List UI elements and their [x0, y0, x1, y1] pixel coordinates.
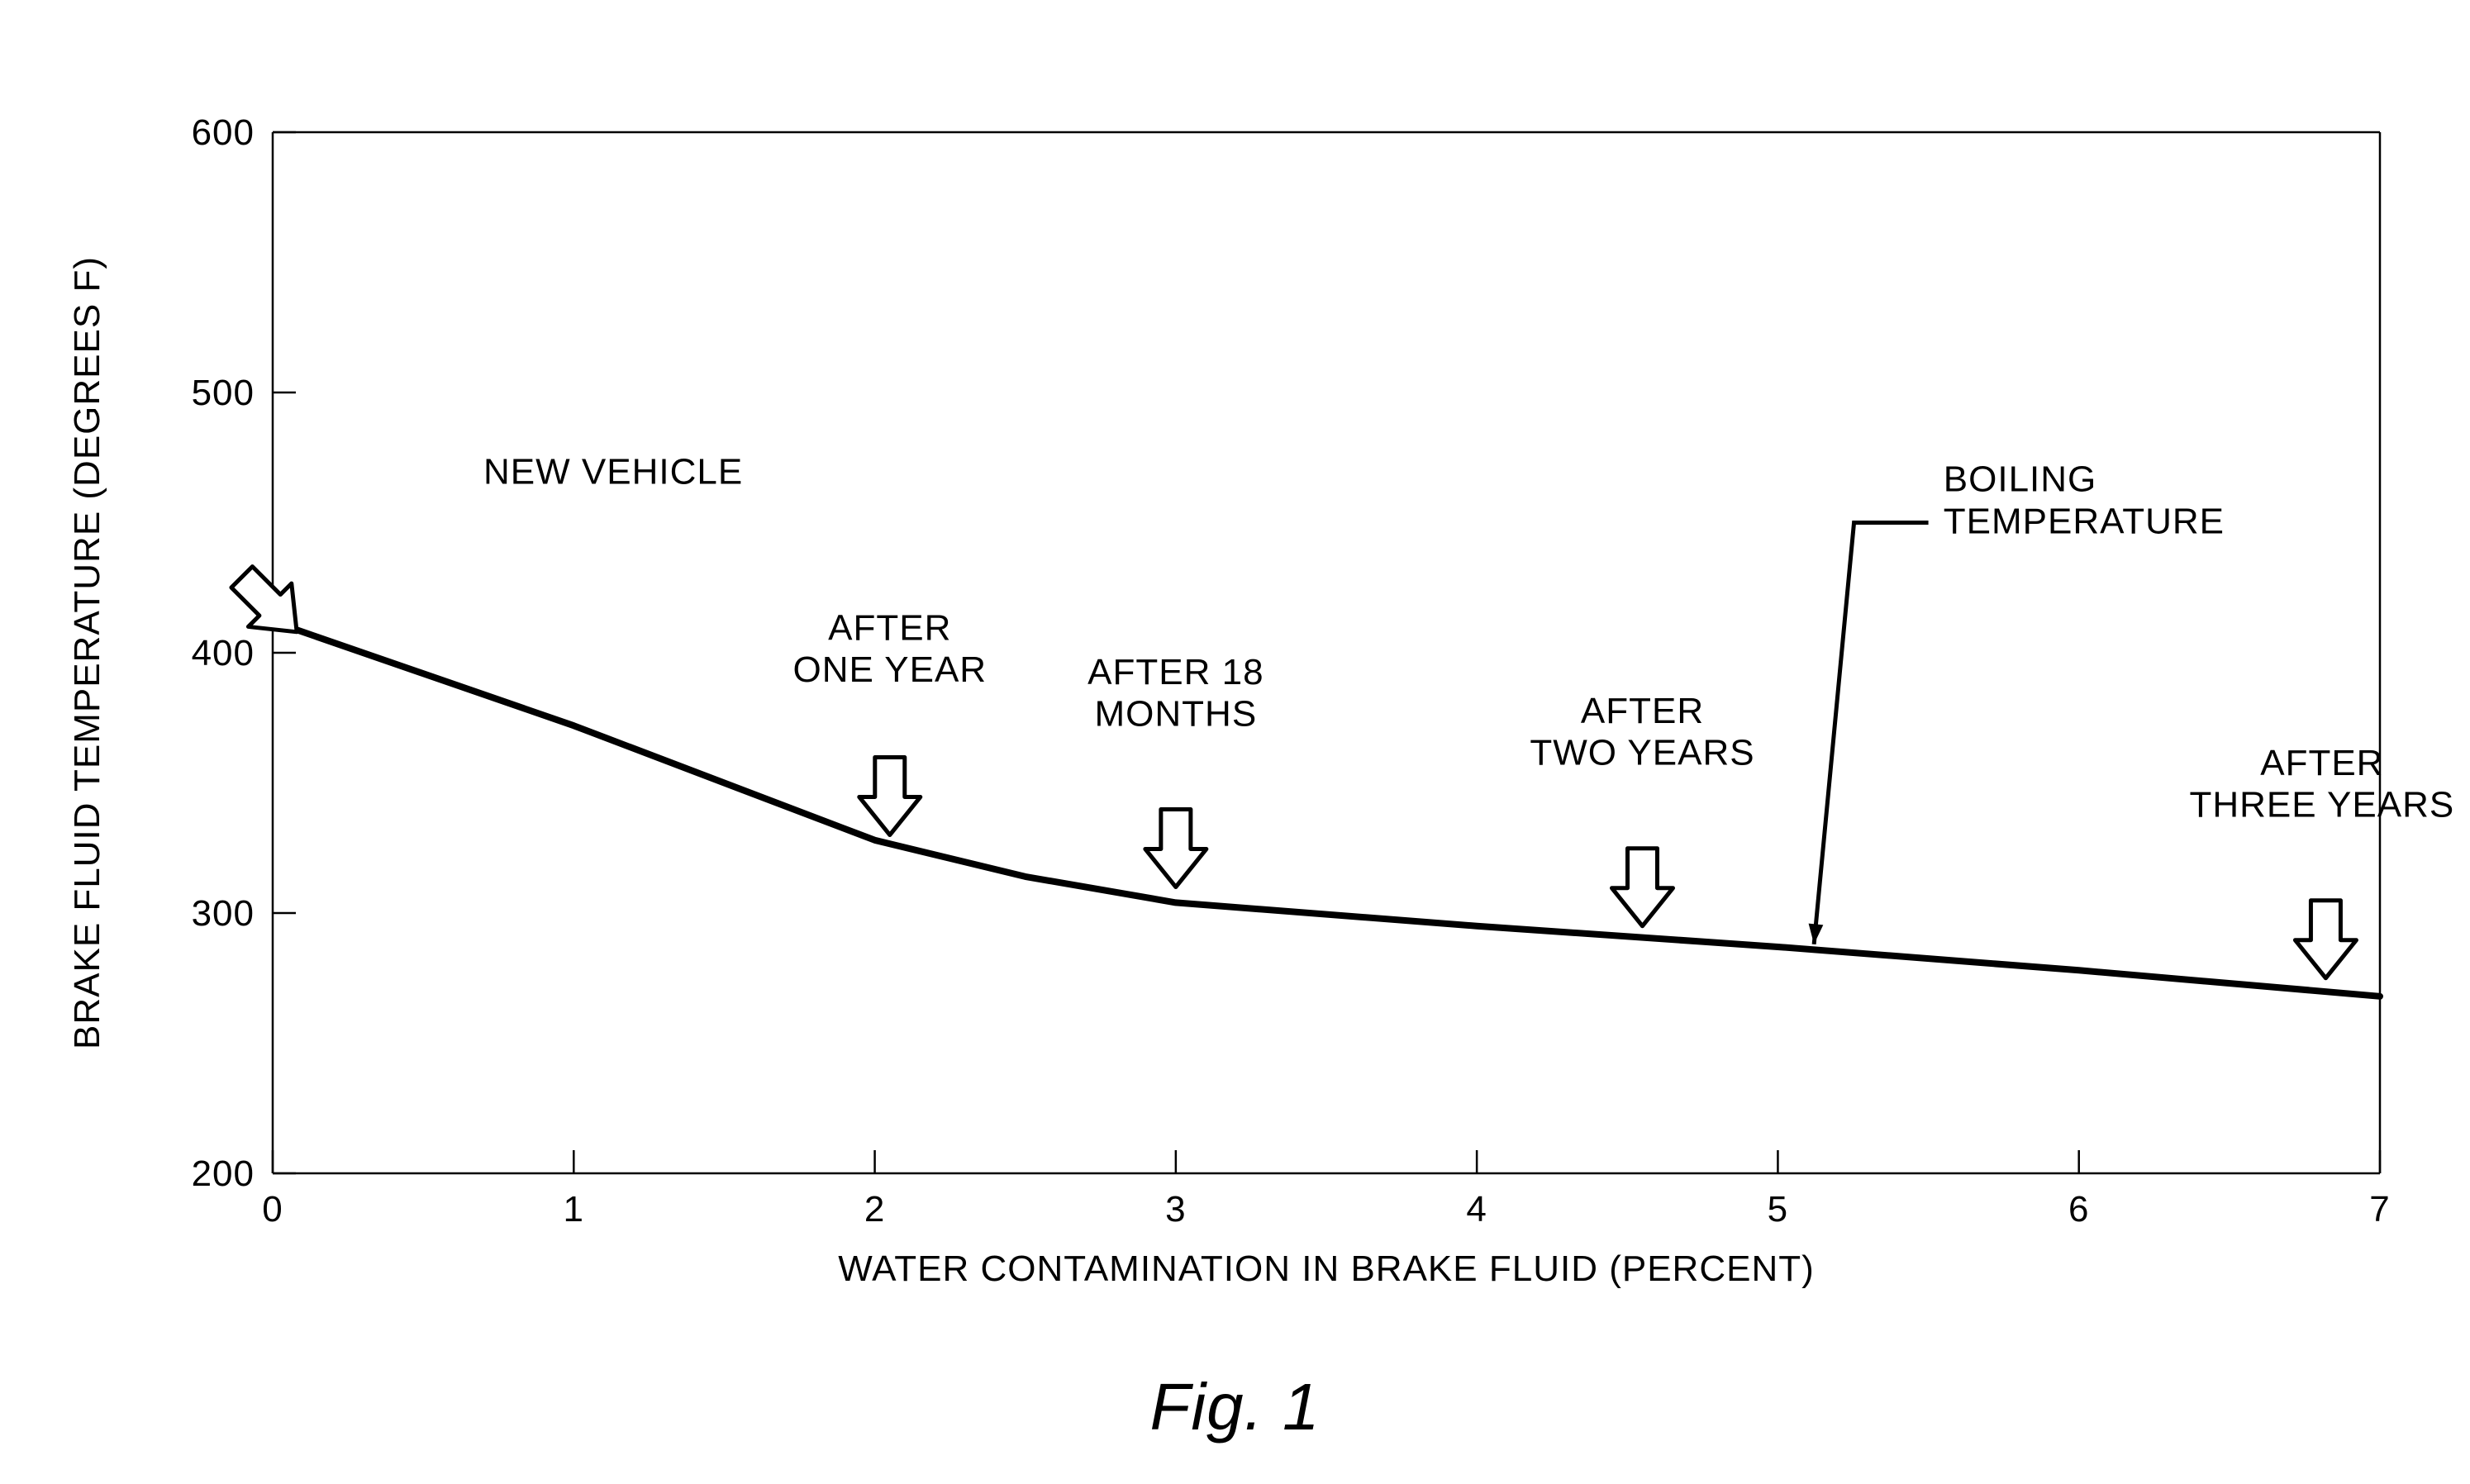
- boiling-temperature-label-line: BOILING: [1944, 459, 2097, 500]
- x-tick-label: 5: [1768, 1189, 1788, 1230]
- y-tick-label: 400: [192, 633, 255, 673]
- x-tick-label: 4: [1466, 1189, 1487, 1230]
- y-tick-label: 500: [192, 373, 255, 413]
- after-one-year-label-line: AFTER: [828, 607, 951, 648]
- after-18-months-label: AFTER 18MONTHS: [1087, 652, 1264, 735]
- after-three-years-label-line: THREE YEARS: [2189, 785, 2454, 825]
- x-tick-label: 0: [262, 1189, 283, 1230]
- boiling-temperature-label-line: TEMPERATURE: [1944, 501, 2225, 541]
- y-axis-label: BRAKE FLUID TEMPERATURE (DEGREES F): [67, 256, 107, 1049]
- x-tick-label: 7: [2369, 1189, 2390, 1230]
- after-three-years-label-line: AFTER: [2260, 743, 2383, 783]
- x-tick-label: 1: [564, 1189, 584, 1230]
- after-one-year-label-line: ONE YEAR: [792, 649, 987, 690]
- x-tick-label: 3: [1165, 1189, 1186, 1230]
- new-vehicle-label-line: NEW VEHICLE: [483, 451, 743, 492]
- x-axis-label: WATER CONTAMINATION IN BRAKE FLUID (PERC…: [838, 1249, 1815, 1289]
- after-two-years-label-line: AFTER: [1581, 691, 1704, 731]
- y-tick-label: 200: [192, 1153, 255, 1194]
- after-18-months-label-line: AFTER 18: [1087, 652, 1264, 692]
- new-vehicle-label: NEW VEHICLE: [483, 451, 743, 492]
- x-tick-label: 6: [2068, 1189, 2089, 1230]
- figure-caption: Fig. 1: [1149, 1370, 1320, 1444]
- chart-svg: 0 1 2 3 4 5 6 7 200 300 400 500 600 WATER CONTAMINATI…: [0, 0, 2470, 1484]
- figure-container: 0 1 2 3 4 5 6 7 200 300 400 500 600 WATER CONTAMINATI…: [0, 0, 2470, 1484]
- x-tick-label: 2: [864, 1189, 885, 1230]
- after-18-months-label-line: MONTHS: [1095, 693, 1258, 734]
- after-two-years-label-line: TWO YEARS: [1530, 733, 1754, 773]
- y-tick-label: 300: [192, 893, 255, 934]
- y-tick-label: 600: [192, 112, 255, 153]
